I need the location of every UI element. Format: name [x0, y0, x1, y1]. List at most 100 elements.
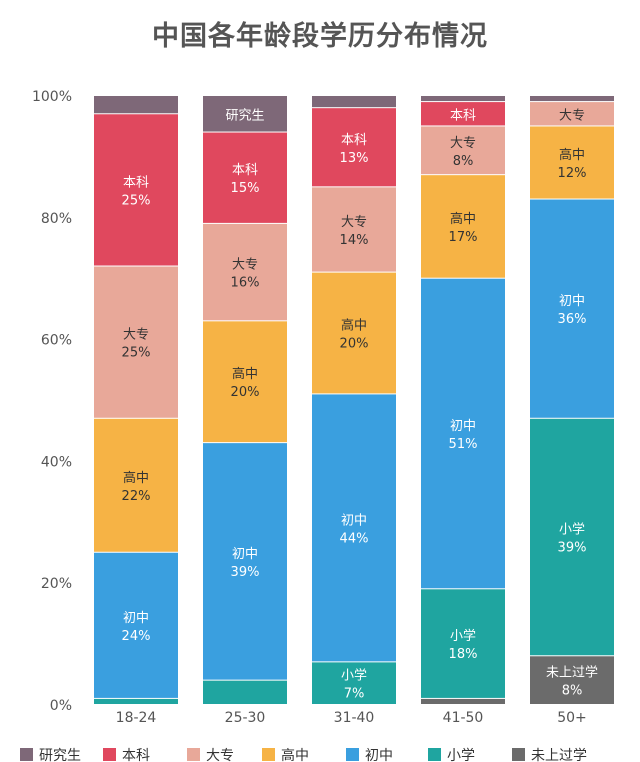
bar-segment — [421, 102, 505, 126]
y-tick-label: 100% — [32, 89, 72, 105]
y-tick-label: 0% — [50, 698, 72, 714]
data-label: 17% — [449, 230, 478, 245]
data-label: 小学 — [450, 628, 476, 644]
data-label: 小学 — [341, 668, 367, 684]
data-label: 本科 — [341, 133, 367, 148]
data-label: 8% — [453, 154, 474, 169]
data-label: 25% — [122, 193, 151, 208]
data-label: 高中 — [341, 318, 367, 334]
bar-segment — [421, 96, 505, 102]
legend-swatch — [262, 748, 275, 761]
legend-swatch — [187, 748, 200, 761]
y-tick-label: 60% — [41, 333, 72, 349]
y-axis: 0% 20% 40% 60% 80% 100% — [32, 89, 72, 714]
data-label: 小学 — [559, 522, 585, 538]
bar-segment — [94, 96, 178, 114]
data-label: 初中 — [559, 294, 585, 309]
x-axis: 18-24 25-30 31-40 41-50 50+ — [116, 710, 587, 726]
bar-segment — [530, 96, 614, 102]
data-label: 大专 — [341, 215, 367, 230]
data-label: 18% — [449, 647, 478, 662]
data-label: 大专 — [450, 136, 476, 151]
legend-swatch — [20, 748, 33, 761]
data-label: 39% — [558, 541, 587, 556]
y-tick-label: 40% — [41, 454, 72, 470]
x-tick-label: 41-50 — [443, 710, 484, 726]
legend-label: 高中 — [281, 747, 309, 762]
bar-segment — [94, 266, 178, 418]
bar-segment — [530, 418, 614, 656]
bar-segment — [203, 680, 287, 704]
legend-swatch — [428, 748, 441, 761]
data-label: 初中 — [450, 419, 476, 434]
legend-swatch — [103, 748, 116, 761]
data-label: 初中 — [341, 513, 367, 528]
bar-segment — [94, 418, 178, 552]
data-label: 15% — [231, 181, 260, 196]
data-label: 本科 — [123, 175, 149, 190]
bar-segment — [421, 698, 505, 704]
bar-segment — [312, 272, 396, 394]
data-label: 初中 — [123, 611, 149, 626]
bar-segment — [203, 443, 287, 680]
bar-segment — [203, 223, 287, 321]
data-label: 39% — [231, 565, 260, 580]
legend-label: 大专 — [206, 748, 234, 762]
data-label: 高中 — [450, 211, 476, 227]
data-label: 25% — [122, 346, 151, 361]
data-label: 初中 — [232, 547, 258, 562]
data-label: 13% — [340, 151, 369, 166]
data-label: 本科 — [232, 163, 258, 178]
data-label: 7% — [344, 687, 365, 702]
bar-segment — [530, 656, 614, 704]
bar-segment — [421, 126, 505, 175]
bar-segment — [94, 552, 178, 698]
data-label: 51% — [449, 437, 478, 452]
data-label: 20% — [231, 385, 260, 400]
y-tick-label: 80% — [41, 211, 72, 227]
x-tick-label: 25-30 — [225, 710, 266, 726]
bar-segment — [94, 114, 178, 266]
data-label: 高中 — [232, 366, 258, 382]
data-label: 8% — [562, 684, 583, 699]
bar-segment — [421, 589, 505, 698]
bar-segment — [203, 96, 287, 132]
legend-label: 初中 — [365, 747, 393, 762]
bar-segment — [421, 175, 505, 278]
data-label: 44% — [340, 531, 369, 546]
bar-segment — [94, 698, 178, 704]
bar-segment — [203, 321, 287, 443]
data-label: 未上过学 — [546, 665, 598, 681]
bar-segment — [312, 96, 396, 108]
bar-segment — [312, 187, 396, 272]
x-tick-label: 31-40 — [334, 710, 375, 726]
data-label: 本科 — [450, 108, 476, 123]
data-label: 12% — [558, 166, 587, 181]
legend-swatch — [346, 748, 359, 761]
data-label: 研究生 — [225, 108, 264, 123]
legend-label: 本科 — [122, 748, 150, 762]
bar-segment — [530, 199, 614, 418]
data-label: 24% — [122, 629, 151, 644]
data-label: 36% — [558, 312, 587, 327]
legend-swatch — [512, 748, 525, 761]
legend-label: 研究生 — [39, 748, 81, 762]
bars: 初中 24% 高中 22% 大专 25% 本科 25% 初中 39% 高中 20% 大专 16% 本科 15%… — [94, 96, 614, 704]
y-tick-label: 20% — [41, 576, 72, 592]
data-label: 20% — [340, 337, 369, 352]
data-label: 大专 — [232, 258, 258, 273]
bar-segment — [312, 662, 396, 704]
legend-label: 小学 — [447, 748, 475, 762]
legend-label: 未上过学 — [531, 748, 587, 762]
data-label: 16% — [231, 276, 260, 291]
chart-title: 中国各年龄段学历分布情况 — [152, 21, 488, 52]
data-label: 22% — [122, 489, 151, 504]
data-label: 14% — [340, 233, 369, 248]
bar-segment — [530, 126, 614, 199]
bar-segment — [421, 278, 505, 589]
data-label: 大专 — [123, 328, 149, 343]
bar-segment — [530, 102, 614, 126]
data-label: 大专 — [559, 108, 585, 123]
bar-segment — [203, 132, 287, 223]
